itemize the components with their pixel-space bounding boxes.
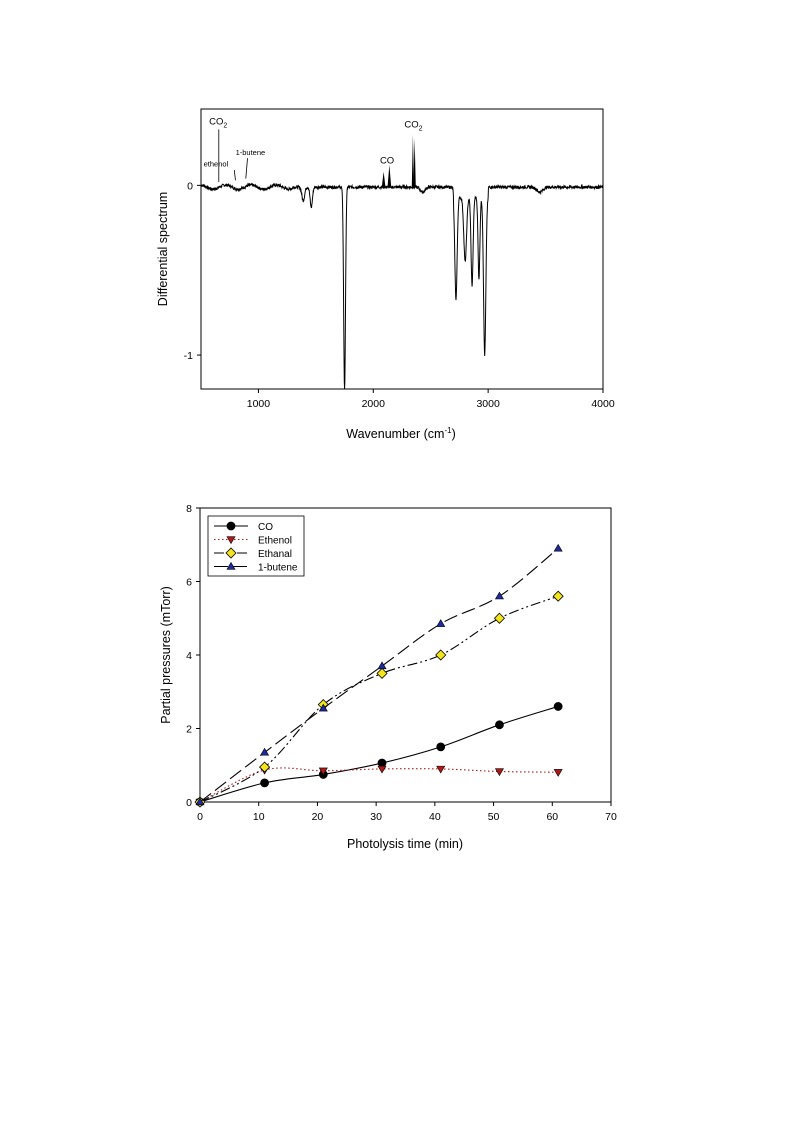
pressure-x-tick-label: 10	[253, 811, 265, 823]
data-point	[195, 797, 205, 806]
spectrum-x-axis-label: Wavenumber (cm-1)	[346, 426, 455, 441]
spectrum-plot-frame	[200, 108, 604, 390]
annotation-pointer	[245, 158, 248, 179]
data-point	[260, 747, 270, 756]
spectrum-filled-band	[387, 165, 392, 188]
data-point	[553, 543, 563, 552]
pressure-x-tick-label: 30	[370, 811, 382, 823]
pressure-x-tick-label: 60	[546, 811, 558, 823]
legend-entry: Ethenol	[258, 536, 292, 547]
spectrum-annotation: 1-butene	[236, 148, 266, 157]
data-point	[259, 761, 271, 773]
pressure-x-tick-label: 20	[312, 811, 324, 823]
pressure-y-tick-label: 0	[186, 797, 192, 809]
partial-pressure-chart: 0 10 20 30 40 50 60 70 0 2 4 6 8 CO Ethenol Ethanal 1-b…	[159, 503, 617, 851]
spectrum-chart: 1000 2000 3000 4000 0 -1 CO2 ethenol 1-butene CO…	[156, 108, 615, 441]
data-point	[436, 765, 446, 774]
pressure-x-axis-label: Photolysis time (min)	[347, 837, 463, 851]
data-point	[377, 661, 387, 670]
spectrum-y-axis-label: Differential spectrum	[156, 192, 170, 306]
spectrum-annotation: CO2	[404, 120, 422, 133]
pressure-y-tick-label: 2	[186, 724, 192, 736]
spectrum-filled-band	[381, 171, 386, 188]
pressure-x-tick-label: 70	[605, 811, 617, 823]
annotation-pointer	[233, 170, 236, 181]
data-point	[377, 765, 387, 774]
data-point	[553, 769, 563, 777]
legend-entry: CO	[258, 522, 273, 533]
spectrum-x-tick-label: 2000	[362, 398, 386, 410]
pressure-y-axis-label: Partial pressures (mTorr)	[159, 586, 173, 724]
spectrum-x-tick-label: 3000	[476, 398, 500, 410]
pressure-y-tick-label: 8	[186, 503, 192, 515]
data-point	[553, 702, 563, 711]
series-co	[195, 702, 563, 807]
data-point	[494, 768, 504, 777]
data-point	[493, 612, 506, 624]
pressure-x-tick-label: 0	[197, 811, 203, 823]
legend-swatch-marker	[226, 521, 236, 531]
spectrum-filled-band	[411, 134, 415, 188]
data-point	[436, 742, 446, 752]
spectrum-trace	[200, 182, 604, 390]
pressure-y-tick-label: 4	[186, 650, 192, 662]
data-point	[436, 619, 446, 627]
spectrum-y-tick-label: 0	[187, 180, 193, 192]
data-point	[376, 667, 388, 679]
data-point	[318, 767, 328, 776]
spectrum-y-tick-label: -1	[184, 350, 193, 362]
data-point	[552, 590, 564, 602]
data-point	[260, 778, 269, 788]
legend: CO Ethenol Ethanal 1-butene	[207, 515, 305, 577]
series-line	[199, 767, 559, 803]
spectrum-filled-band	[413, 137, 416, 188]
legend-swatch-marker	[226, 536, 236, 545]
data-point	[495, 720, 504, 730]
spectrum-annotation: ethenol	[204, 160, 229, 169]
data-point	[435, 649, 447, 661]
pressure-y-tick-label: 6	[186, 577, 192, 589]
legend-entry: Ethanal	[258, 549, 292, 560]
legend-swatch-marker	[225, 547, 237, 559]
spectrum-x-tick-label: 4000	[591, 398, 615, 410]
spectrum-annotation: CO	[380, 155, 394, 166]
legend-entry: 1-butene	[258, 563, 298, 574]
series-line	[199, 705, 559, 803]
spectrum-x-tick-label: 1000	[247, 398, 271, 410]
spectrum-annotation: CO2	[209, 116, 227, 129]
pressure-x-tick-label: 40	[429, 811, 441, 823]
series-1-butene	[195, 543, 563, 806]
pressure-x-tick-label: 50	[488, 811, 500, 823]
data-point	[318, 703, 328, 712]
legend-swatch-marker	[226, 561, 236, 570]
data-point	[494, 591, 504, 600]
